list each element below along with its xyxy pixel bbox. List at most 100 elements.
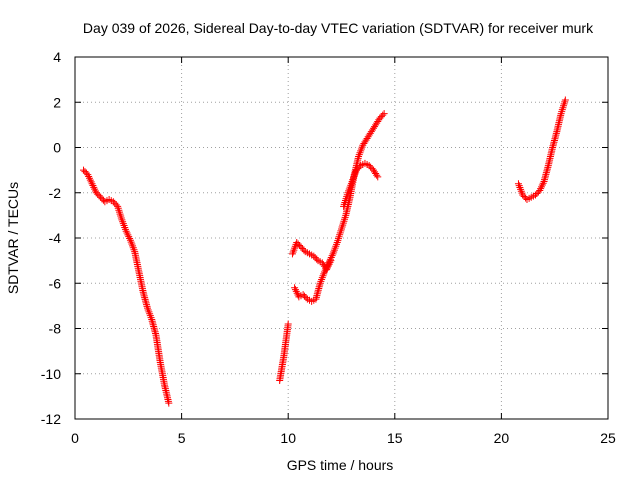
data-point-trace — [117, 212, 125, 220]
y-tick-label: -8 — [49, 321, 62, 337]
data-point-trace — [537, 185, 545, 193]
data-point-trace — [341, 215, 349, 223]
data-point-trace — [337, 227, 345, 235]
data-point-trace — [537, 183, 545, 191]
data-point-trace — [85, 172, 93, 180]
data-point — [109, 198, 117, 206]
data-point-trace — [323, 263, 331, 271]
data-point-trace — [336, 231, 344, 239]
data-point — [84, 171, 92, 179]
plot-frame — [74, 56, 609, 420]
data-point — [536, 186, 544, 194]
data-point-trace — [85, 174, 93, 182]
data-point — [310, 252, 318, 260]
data-point — [165, 399, 173, 407]
y-tick-label: -4 — [49, 230, 62, 246]
data-point-trace — [561, 98, 569, 106]
data-point-trace — [326, 255, 334, 263]
data-point-trace — [324, 261, 332, 269]
data-point-trace — [81, 168, 89, 176]
data-point-trace — [90, 183, 98, 191]
x-tick-label: 10 — [280, 430, 296, 446]
data-point-trace — [116, 210, 124, 218]
data-point-trace — [86, 176, 94, 184]
data-point-trace — [373, 171, 381, 179]
data-point-trace — [94, 190, 102, 198]
data-point-trace — [313, 255, 321, 263]
data-point-trace — [292, 287, 300, 295]
data-point-trace — [302, 294, 310, 302]
data-point-trace — [126, 234, 134, 242]
x-tick-label: 25 — [600, 430, 616, 446]
y-tick-label: -12 — [41, 411, 61, 427]
data-point-trace — [298, 245, 306, 253]
y-tick-labels: -12 -10 -8 -6 -4 -2 0 2 4 — [41, 49, 61, 427]
data-point — [122, 227, 130, 235]
data-point — [97, 193, 105, 201]
x-tick-label: 20 — [494, 430, 510, 446]
data-point-trace — [91, 185, 99, 193]
data-point-trace — [111, 199, 119, 207]
data-point — [325, 259, 333, 267]
data-point-trace — [560, 102, 568, 110]
data-point-trace — [533, 190, 541, 198]
data-point-trace — [321, 266, 329, 274]
data-point — [338, 225, 345, 233]
data-point — [352, 166, 360, 174]
data-point — [380, 110, 388, 118]
data-point — [297, 243, 305, 251]
data-point-trace — [125, 233, 133, 241]
data-point-trace — [95, 192, 103, 200]
data-point — [92, 189, 100, 197]
data-point — [365, 162, 373, 170]
data-point-trace — [89, 182, 97, 190]
data-point — [320, 268, 328, 276]
data-points — [80, 96, 569, 407]
data-point-trace — [339, 221, 347, 229]
data-point-trace — [311, 254, 319, 262]
data-point-trace — [301, 292, 309, 300]
y-tick-label: 4 — [53, 49, 61, 65]
data-point-trace — [294, 240, 302, 248]
x-axis-label: GPS time / hours — [287, 457, 394, 473]
x-tick-label: 0 — [71, 430, 79, 446]
data-point-trace — [296, 242, 304, 250]
data-point — [291, 284, 299, 292]
data-point-trace — [293, 289, 301, 297]
data-point-trace — [335, 233, 343, 241]
data-point — [519, 191, 527, 199]
data-point — [284, 320, 292, 328]
data-point-trace — [355, 163, 363, 171]
data-point-trace — [341, 213, 349, 221]
grid-lines — [75, 57, 608, 419]
data-point-trace — [322, 264, 330, 272]
data-point-trace — [538, 181, 546, 189]
data-point-trace — [377, 113, 385, 121]
data-point-trace — [340, 217, 348, 225]
data-point — [561, 96, 569, 104]
data-point — [340, 202, 348, 210]
data-point-trace — [300, 246, 308, 254]
data-point-trace — [123, 229, 131, 237]
data-point-trace — [539, 179, 547, 187]
data-point-trace — [326, 257, 334, 265]
y-tick-label: -2 — [49, 185, 62, 201]
data-point — [299, 291, 307, 299]
data-point-trace — [558, 106, 566, 114]
data-point — [293, 239, 301, 247]
data-point — [532, 191, 540, 199]
data-point-trace — [327, 253, 335, 261]
data-point-trace — [558, 108, 566, 116]
y-tick-label: 2 — [53, 94, 61, 110]
data-point — [88, 180, 96, 188]
data-point-trace — [334, 235, 342, 243]
data-point — [376, 114, 384, 122]
data-point-trace — [291, 286, 299, 294]
data-point-trace — [328, 252, 336, 260]
data-point-trace — [98, 195, 106, 203]
data-point-trace — [87, 178, 95, 186]
data-point-trace — [379, 111, 387, 119]
axis-ticks — [74, 56, 609, 420]
data-point — [80, 166, 88, 174]
